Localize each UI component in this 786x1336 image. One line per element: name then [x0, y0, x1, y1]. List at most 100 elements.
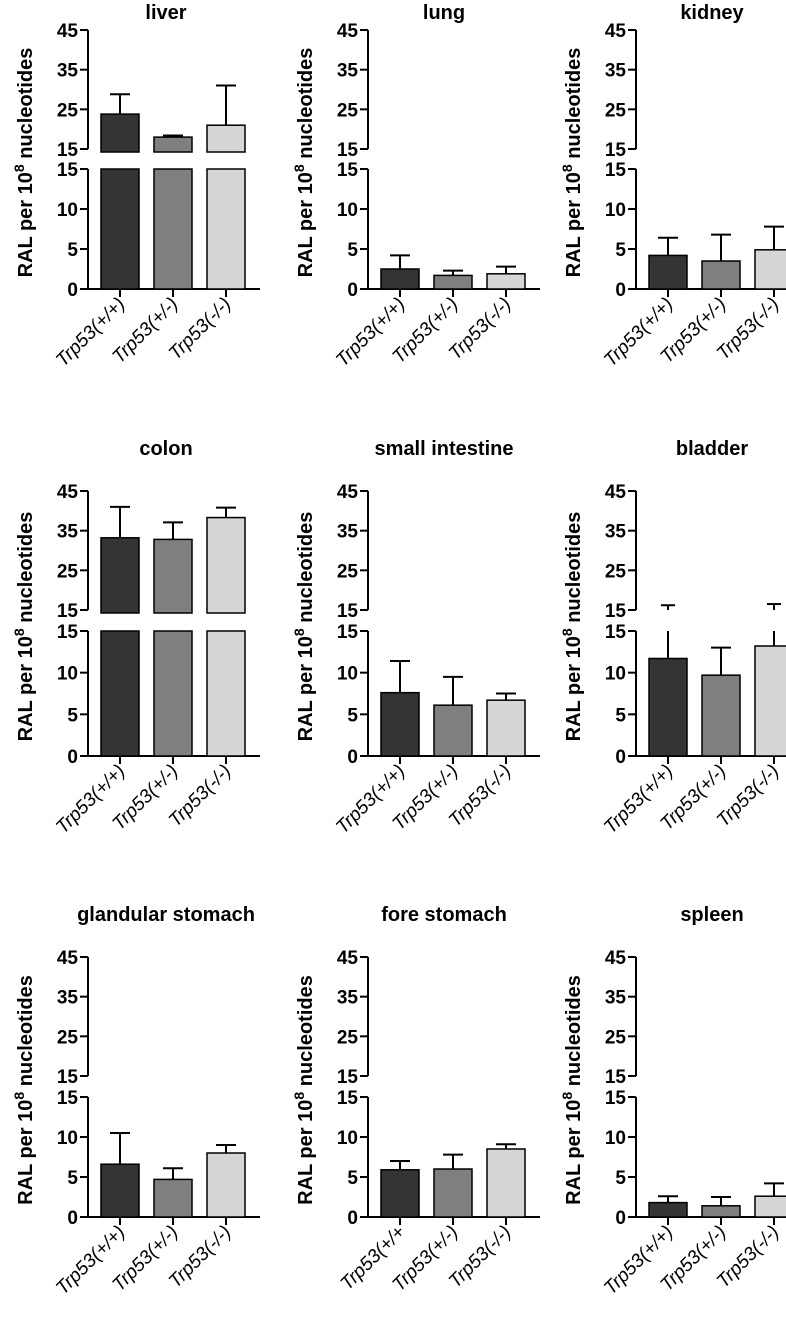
y-axis-label-superscript: 8 [559, 164, 575, 172]
bar [100, 630, 140, 757]
upper-tick-label: 35 [337, 522, 359, 543]
lower-tick-label: 15 [337, 622, 359, 643]
y-axis-label-tail: nucleotides [15, 975, 37, 1092]
lower-tick-label: 15 [605, 622, 627, 643]
upper-tick-label: 35 [337, 61, 359, 82]
bar [100, 1163, 140, 1218]
upper-tick-label: 35 [57, 988, 79, 1009]
lower-tick-label: 5 [615, 705, 626, 726]
lower-tick-label: 0 [67, 280, 78, 301]
bar-upper-segment [100, 537, 140, 614]
upper-tick-label: 25 [605, 100, 627, 121]
bar-upper-segment [153, 136, 193, 153]
bar [486, 1148, 526, 1218]
upper-tick-label: 15 [337, 1067, 359, 1088]
panel-small-intestine: small intestine RAL per 108 nucleotides 15… [291, 438, 540, 838]
y-axis-label-main: RAL per 10 [15, 1100, 37, 1205]
y-axis-label-main: RAL per 10 [295, 636, 317, 741]
y-axis-label: RAL per 108 nucleotides [11, 512, 37, 742]
y-axis-label-main: RAL per 10 [563, 636, 585, 741]
panel-liver: liver RAL per 108 nucleotides 15 25 35 45 0 5 10… [11, 2, 260, 371]
panel-title: lung [423, 2, 465, 24]
y-axis-label-superscript: 8 [11, 1092, 27, 1100]
lower-tick-label: 10 [57, 664, 78, 685]
upper-tick-label: 15 [605, 1067, 627, 1088]
y-axis-label-tail: nucleotides [295, 975, 317, 1092]
y-axis-label-superscript: 8 [291, 628, 307, 636]
y-axis-label-superscript: 8 [559, 1092, 575, 1100]
panel-spleen: spleen RAL per 108 nucleotides 15 25 35 45 0 5 1… [559, 904, 786, 1299]
y-axis-label-superscript: 8 [291, 1092, 307, 1100]
y-axis-label: RAL per 108 nucleotides [291, 48, 317, 278]
y-axis-label: RAL per 108 nucleotides [559, 512, 585, 742]
bar [153, 168, 193, 290]
panel-title: kidney [680, 2, 744, 24]
y-axis-label-main: RAL per 10 [563, 172, 585, 277]
upper-tick-label: 45 [57, 948, 79, 969]
upper-tick-label: 15 [337, 601, 359, 622]
upper-tick-label: 25 [337, 100, 359, 121]
y-axis-label-superscript: 8 [11, 164, 27, 172]
upper-tick-label: 15 [605, 601, 627, 622]
upper-tick-label: 35 [605, 61, 627, 82]
panel-glandular-stomach: glandular stomach RAL per 108 nucleotides… [11, 904, 260, 1299]
lower-tick-label: 5 [67, 240, 78, 261]
y-axis-label: RAL per 108 nucleotides [559, 975, 585, 1205]
lower-tick-label: 10 [605, 1128, 626, 1149]
lower-tick-label: 5 [347, 705, 358, 726]
upper-tick-label: 15 [337, 140, 359, 161]
upper-tick-label: 45 [337, 948, 359, 969]
panel-title: bladder [676, 438, 748, 460]
y-axis-label: RAL per 108 nucleotides [559, 48, 585, 278]
y-axis-label: RAL per 108 nucleotides [11, 975, 37, 1205]
upper-tick-label: 25 [337, 561, 359, 582]
panel-colon: colon RAL per 108 nucleotides 15 25 35 45 0 5 10… [11, 438, 260, 838]
y-axis-label-tail: nucleotides [563, 975, 585, 1092]
panel-fore-stomach: fore stomach RAL per 108 nucleotides 15 25 3… [291, 904, 540, 1296]
bar [486, 699, 526, 757]
upper-tick-label: 45 [605, 482, 627, 503]
bar [648, 657, 688, 757]
lower-tick-label: 10 [57, 1128, 78, 1149]
y-axis-label: RAL per 108 nucleotides [291, 512, 317, 742]
bar [701, 1205, 741, 1218]
upper-tick-label: 45 [337, 21, 359, 42]
lower-tick-label: 15 [337, 160, 359, 181]
lower-tick-label: 5 [67, 1168, 78, 1189]
bar-upper-segment [206, 124, 246, 153]
bar [486, 273, 526, 290]
bar-upper-segment [100, 113, 140, 153]
upper-tick-label: 45 [605, 21, 627, 42]
lower-tick-label: 5 [347, 240, 358, 261]
bar [153, 630, 193, 757]
bar [206, 1152, 246, 1218]
bar [701, 674, 741, 757]
upper-tick-label: 15 [605, 140, 627, 161]
upper-tick-label: 45 [605, 948, 627, 969]
panel-title: colon [139, 438, 192, 460]
lower-tick-label: 15 [605, 1088, 627, 1109]
lower-tick-label: 15 [57, 160, 79, 181]
panel-kidney: kidney RAL per 108 nucleotides 15 25 35 45 0 5 1… [559, 2, 786, 371]
y-axis-label-main: RAL per 10 [295, 172, 317, 277]
lower-tick-label: 5 [67, 705, 78, 726]
upper-tick-label: 15 [57, 601, 79, 622]
lower-tick-label: 15 [57, 622, 79, 643]
y-axis-label-main: RAL per 10 [295, 1100, 317, 1205]
bar [206, 630, 246, 757]
upper-tick-label: 25 [57, 561, 79, 582]
lower-tick-label: 15 [57, 1088, 79, 1109]
y-axis-label-main: RAL per 10 [15, 636, 37, 741]
lower-tick-label: 10 [337, 664, 358, 685]
upper-tick-label: 25 [337, 1027, 359, 1048]
y-axis-label-tail: nucleotides [15, 512, 37, 629]
upper-tick-label: 45 [57, 482, 79, 503]
y-axis-label: RAL per 108 nucleotides [291, 975, 317, 1205]
bar [433, 274, 473, 290]
y-axis-label-tail: nucleotides [295, 512, 317, 629]
y-axis-label-main: RAL per 10 [15, 172, 37, 277]
y-axis-label-main: RAL per 10 [563, 1100, 585, 1205]
lower-tick-label: 10 [337, 200, 358, 221]
lower-tick-label: 0 [347, 747, 358, 768]
